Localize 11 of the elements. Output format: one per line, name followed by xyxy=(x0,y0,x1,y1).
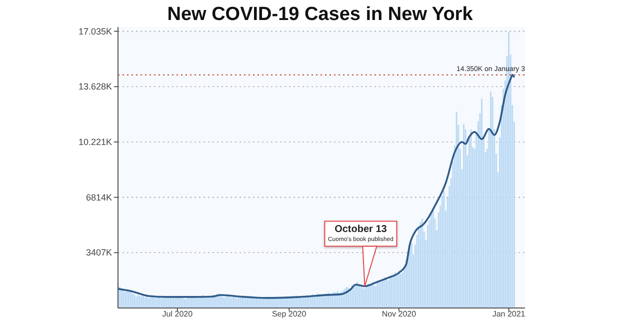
y-tick-label: 17.035K xyxy=(78,26,112,36)
x-tick-label: Jan 2021 xyxy=(492,310,526,318)
y-tick-label: 3407K xyxy=(86,248,112,258)
annotation: October 13 xyxy=(334,224,388,236)
x-tick-label: Nov 2020 xyxy=(382,310,417,318)
x-tick-label: Jul 2020 xyxy=(162,310,194,318)
x-tick-label: Sep 2020 xyxy=(272,310,307,318)
chart-title: New COVID-19 Cases in New York xyxy=(167,4,474,25)
y-tick-label: 10.221K xyxy=(78,136,112,147)
y-tick-label: 13.628K xyxy=(78,82,112,92)
y-tick-label: 6814K xyxy=(86,192,112,202)
